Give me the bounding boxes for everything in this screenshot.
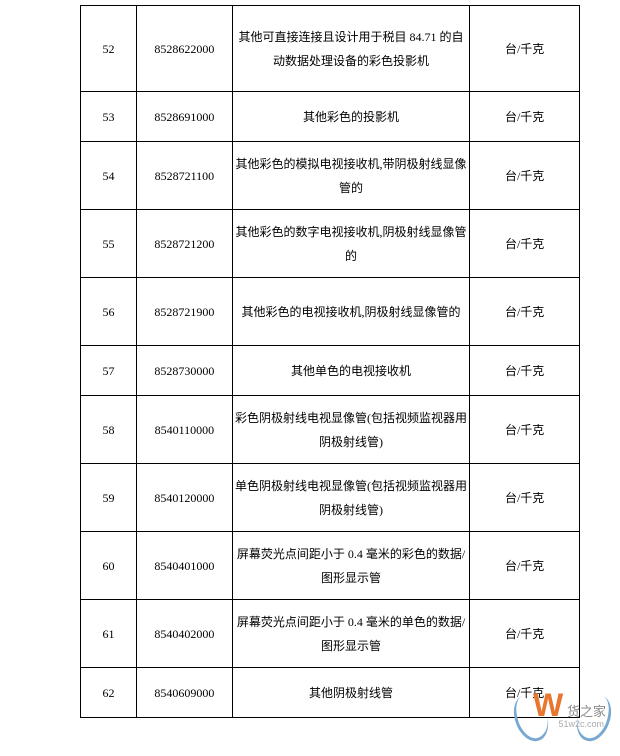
cell-unit: 台/千克: [470, 464, 580, 532]
table-row: 618540402000屏幕荧光点间距小于 0.4 毫米的单色的数据/图形显示管…: [81, 600, 580, 668]
cell-unit: 台/千克: [470, 532, 580, 600]
cell-seq: 57: [81, 346, 137, 396]
watermark-text: 货之家: [567, 701, 606, 720]
cell-code: 8528730000: [136, 346, 232, 396]
cell-desc: 其他彩色的投影机: [232, 92, 469, 142]
tariff-table-container: 528528622000其他可直接连接且设计用于税目 84.71 的自动数据处理…: [80, 5, 580, 718]
cell-desc: 其他单色的电视接收机: [232, 346, 469, 396]
watermark-letter: W: [533, 689, 563, 721]
cell-unit: 台/千克: [470, 396, 580, 464]
cell-desc: 其他可直接连接且设计用于税目 84.71 的自动数据处理设备的彩色投影机: [232, 6, 469, 92]
table-row: 528528622000其他可直接连接且设计用于税目 84.71 的自动数据处理…: [81, 6, 580, 92]
cell-code: 8540402000: [136, 600, 232, 668]
cell-desc: 其他彩色的数字电视接收机,阴极射线显像管的: [232, 210, 469, 278]
cell-desc: 屏幕荧光点间距小于 0.4 毫米的单色的数据/图形显示管: [232, 600, 469, 668]
cell-desc: 其他彩色的电视接收机,阴极射线显像管的: [232, 278, 469, 346]
cell-unit: 台/千克: [470, 210, 580, 278]
cell-seq: 59: [81, 464, 137, 532]
cell-unit: 台/千克: [470, 142, 580, 210]
cell-code: 8528721900: [136, 278, 232, 346]
watermark-url: 51w2c.com: [558, 719, 604, 729]
cell-desc: 屏幕荧光点间距小于 0.4 毫米的彩色的数据/图形显示管: [232, 532, 469, 600]
cell-unit: 台/千克: [470, 278, 580, 346]
cell-desc: 单色阴极射线电视显像管(包括视频监视器用阴极射线管): [232, 464, 469, 532]
tariff-table: 528528622000其他可直接连接且设计用于税目 84.71 的自动数据处理…: [80, 5, 580, 718]
cell-code: 8528721100: [136, 142, 232, 210]
cell-unit: 台/千克: [470, 6, 580, 92]
cell-seq: 54: [81, 142, 137, 210]
cell-seq: 60: [81, 532, 137, 600]
cell-code: 8540120000: [136, 464, 232, 532]
watermark-logo: W 货之家 51w2c.com: [515, 689, 610, 744]
cell-desc: 其他彩色的模拟电视接收机,带阴极射线显像管的: [232, 142, 469, 210]
table-row: 608540401000屏幕荧光点间距小于 0.4 毫米的彩色的数据/图形显示管…: [81, 532, 580, 600]
cell-unit: 台/千克: [470, 600, 580, 668]
table-row: 568528721900其他彩色的电视接收机,阴极射线显像管的台/千克: [81, 278, 580, 346]
table-row: 558528721200其他彩色的数字电视接收机,阴极射线显像管的台/千克: [81, 210, 580, 278]
cell-code: 8528622000: [136, 6, 232, 92]
cell-seq: 62: [81, 668, 137, 718]
cell-code: 8528721200: [136, 210, 232, 278]
table-row: 628540609000其他阴极射线管台/千克: [81, 668, 580, 718]
cell-unit: 台/千克: [470, 92, 580, 142]
cell-desc: 彩色阴极射线电视显像管(包括视频监视器用阴极射线管): [232, 396, 469, 464]
cell-seq: 56: [81, 278, 137, 346]
cell-code: 8540401000: [136, 532, 232, 600]
cell-seq: 52: [81, 6, 137, 92]
cell-code: 8540110000: [136, 396, 232, 464]
cell-seq: 55: [81, 210, 137, 278]
cell-seq: 61: [81, 600, 137, 668]
cell-unit: 台/千克: [470, 346, 580, 396]
table-row: 598540120000单色阴极射线电视显像管(包括视频监视器用阴极射线管)台/…: [81, 464, 580, 532]
cell-code: 8528691000: [136, 92, 232, 142]
cell-desc: 其他阴极射线管: [232, 668, 469, 718]
cell-seq: 53: [81, 92, 137, 142]
cell-seq: 58: [81, 396, 137, 464]
table-row: 578528730000其他单色的电视接收机台/千克: [81, 346, 580, 396]
table-row: 538528691000其他彩色的投影机台/千克: [81, 92, 580, 142]
table-row: 548528721100其他彩色的模拟电视接收机,带阴极射线显像管的台/千克: [81, 142, 580, 210]
cell-code: 8540609000: [136, 668, 232, 718]
table-row: 588540110000彩色阴极射线电视显像管(包括视频监视器用阴极射线管)台/…: [81, 396, 580, 464]
